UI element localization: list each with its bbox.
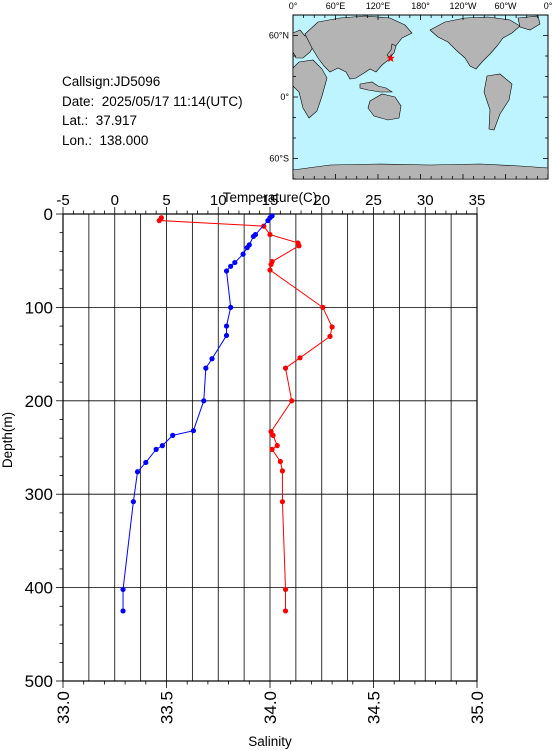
map-lon-label: 0° [289,1,298,11]
land-africa [292,59,328,119]
top-axis-tick-label: 35 [469,192,486,209]
top-axis-tick-label: 20 [313,192,330,209]
map-landmasses [292,15,549,180]
top-axis-tick-label: 0 [111,192,119,209]
salinity-data-point [201,398,207,404]
salinity-data-point [244,245,250,251]
temperature-data-point [297,355,303,361]
top-axis-tick-label: 15 [262,192,279,209]
bottom-axis-tick-label: 34.0 [261,691,280,724]
salinity-data-point [223,332,230,339]
date-text: Date: 2025/05/17 11:14(UTC) [62,93,243,109]
map-lon-label: 0° [544,1,553,11]
station-marker [386,54,395,63]
land-asia [304,15,413,80]
salinity-data-point [130,499,136,505]
land-indonesia [359,81,393,93]
temperature-data-point [320,304,326,310]
bottom-axis-title: Salinity [248,734,292,749]
latitude-text: Lat.: 37.917 [62,113,138,128]
top-axis-tick-label: 25 [365,192,382,209]
salinity-data-point [120,586,126,593]
y-axis-tick-label: 200 [25,392,53,411]
map-labels: 0° 60°E 120°E 180° 120°W 60°W 0° 60°N 0° 60°S [269,1,553,164]
temperature-data-point [282,586,289,593]
world-map: 0° 60°E 120°E 180° 120°W 60°W 0° 60°N 0° 60°S [269,1,553,180]
station-info: Callsign:JD5096 Date: 2025/05/17 11:14(U… [62,72,243,150]
map-lon-label: 120°E [366,1,391,11]
top-axis-tick-label: 5 [162,192,170,209]
salinity-data-point [153,446,159,452]
bottom-axis-tick-label: 33.5 [158,691,177,724]
map-lat-label: 60°S [269,154,289,164]
salinity-data-point [223,268,230,274]
map-lon-label: 120°W [449,1,477,11]
callsign-text: Callsign:JD5096 [62,74,161,89]
temperature-data-point [277,458,283,465]
temperature-data-point [327,333,333,339]
map-lat-label: 0° [280,92,289,102]
salinity-data-point [228,263,234,269]
map-lon-label: 180° [411,1,430,11]
y-axis-tick-label: 400 [25,579,53,598]
salinity-data-point [159,443,165,449]
chart-series [120,213,335,614]
temperature-data-point [261,223,267,229]
top-axis-tick-label: 30 [417,192,434,209]
salinity-data-point [265,217,271,224]
temperature-data-point [274,443,280,449]
temperature-profile-line [158,217,333,611]
top-axis-tick-label: -5 [56,192,69,209]
salinity-data-point [203,365,209,371]
land-south-america [483,73,513,131]
salinity-data-point [209,356,215,362]
salinity-data-point [120,608,126,614]
y-axis-tick-label: 300 [25,485,53,504]
temperature-data-point [279,468,286,474]
map-lon-label: 60°W [494,1,517,11]
salinity-data-point [190,428,197,434]
salinity-data-point [134,469,141,475]
y-axis-tick-label: 500 [25,672,53,691]
y-axis-tick-label: 100 [25,298,53,317]
map-lon-label: 60°E [326,1,346,11]
temperature-data-point [282,365,289,371]
temperature-data-point [156,217,162,224]
y-axis-tick-label: 0 [44,205,53,224]
top-axis-title: Temperature(C) [223,190,318,205]
temperature-data-point [329,324,335,330]
salinity-data-point [228,304,234,310]
salinity-data-point [240,251,246,257]
salinity-data-point [170,432,176,438]
map-lat-label: 60°N [269,31,289,41]
bottom-axis-tick-label: 35.0 [468,691,487,724]
temperature-data-point [267,231,273,238]
temperature-data-point [296,243,302,249]
land-australia [367,93,402,121]
salinity-data-point [223,323,230,329]
y-axis-title: Depth(m) [0,412,15,468]
salinity-data-point [143,459,149,466]
map-ticks [292,14,549,180]
top-axis-tick-label: 10 [210,192,227,209]
temperature-data-point [282,608,289,614]
longitude-text: Lon.: 138.000 [62,132,149,148]
salinity-data-point [232,259,238,266]
temperature-data-point [267,267,273,273]
salinity-profile-line [122,215,273,611]
land-greenland [517,15,541,31]
temperature-data-point [268,261,274,268]
temperature-data-point [270,432,276,438]
temperature-data-point [279,499,286,505]
bottom-axis-tick-label: 33.0 [54,691,73,724]
salinity-data-point [250,233,257,240]
bottom-axis-tick-label: 34.5 [365,691,384,724]
temperature-data-point [289,398,295,404]
temperature-data-point [269,446,275,452]
